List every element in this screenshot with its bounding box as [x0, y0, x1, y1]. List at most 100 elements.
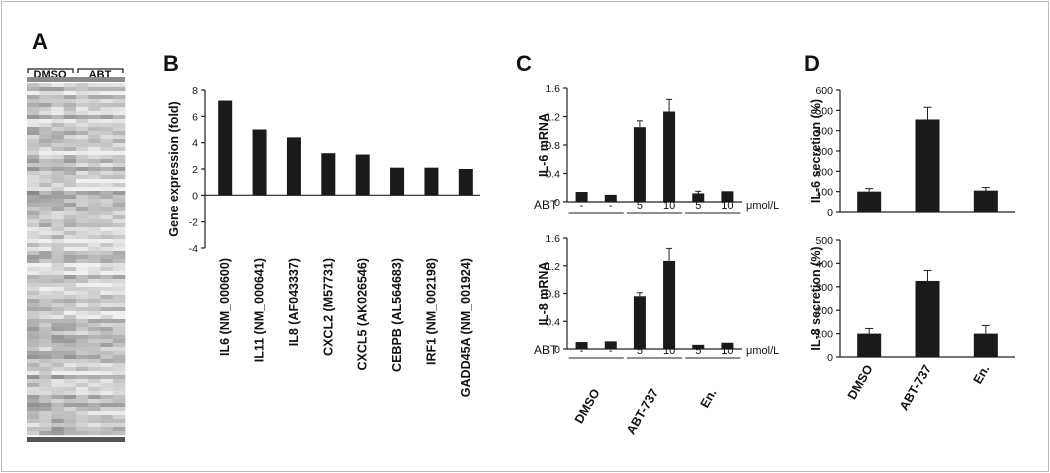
heatmap-cell	[76, 191, 89, 196]
heatmap-cell	[112, 303, 126, 308]
heatmap-cell	[112, 271, 126, 276]
heatmap-cell	[27, 155, 40, 160]
heatmap-cell	[88, 231, 101, 236]
heatmap-cell	[76, 183, 89, 188]
heatmap-cell	[100, 339, 114, 344]
d-y-tick-label: 300	[815, 146, 833, 158]
heatmap-cell	[112, 135, 126, 140]
heatmap-cell	[39, 247, 52, 252]
heatmap-cell	[63, 291, 77, 296]
heatmap-cell	[63, 111, 77, 116]
heatmap-cell	[27, 195, 40, 200]
heatmap-cell	[88, 335, 101, 340]
heatmap-cell	[112, 163, 126, 168]
c-dose-label: -	[609, 200, 613, 212]
c-bar	[604, 194, 617, 202]
heatmap-cell	[76, 319, 89, 324]
c-unit-label: μmol/L	[746, 200, 779, 212]
heatmap-cell	[39, 311, 52, 316]
heatmap-cell	[27, 423, 40, 428]
heatmap-cell	[76, 383, 89, 388]
heatmap-cell	[51, 351, 65, 356]
heatmap-cell	[112, 295, 126, 300]
heatmap-cell	[39, 171, 52, 176]
heatmap-cell	[27, 107, 40, 112]
heatmap-cell	[88, 359, 101, 364]
heatmap-cell	[39, 175, 52, 180]
heatmap-cell	[76, 151, 89, 156]
b-category-label: GADD45A (NM_001924)	[459, 258, 473, 397]
b-category-label: CEBPB (AL564683)	[390, 258, 404, 372]
heatmap-cell	[51, 155, 65, 160]
heatmap-cell	[27, 275, 40, 280]
heatmap-cell	[51, 251, 65, 256]
heatmap-cell	[63, 187, 77, 192]
heatmap-cell	[63, 403, 77, 408]
heatmap-cell	[76, 219, 89, 224]
heatmap-cell	[76, 139, 89, 144]
heatmap-cell	[63, 379, 77, 384]
heatmap-cell	[63, 107, 77, 112]
c-bar	[633, 296, 646, 349]
heatmap-cell	[76, 131, 89, 136]
heatmap-cell	[112, 167, 126, 172]
b-y-tick-label: 0	[192, 190, 198, 202]
heatmap-cell	[88, 195, 101, 200]
heatmap-cell	[100, 187, 114, 192]
heatmap-cell	[27, 419, 40, 424]
heatmap-cell	[51, 87, 65, 92]
heatmap-cell	[100, 427, 114, 432]
heatmap-cell	[39, 87, 52, 92]
heatmap-cell	[112, 291, 126, 296]
heatmap-cell	[100, 375, 114, 380]
heatmap-cell	[112, 351, 126, 356]
b-category-label: IRF1 (NM_002198)	[424, 258, 438, 365]
heatmap-cell	[88, 279, 101, 284]
heatmap-cell	[27, 227, 40, 232]
heatmap-cell	[27, 299, 40, 304]
heatmap-cell	[112, 151, 126, 156]
heatmap-cell	[27, 387, 40, 392]
d-y-tick-label: 0	[827, 352, 833, 364]
heatmap-cell	[76, 103, 89, 108]
c-bar	[575, 342, 588, 349]
heatmap-cell	[88, 175, 101, 180]
heatmap-cell	[76, 279, 89, 284]
d-bar	[857, 333, 882, 357]
heatmap-cell	[27, 171, 40, 176]
heatmap-cell	[39, 431, 52, 436]
heatmap-cell	[27, 139, 40, 144]
d-y-tick-label: 600	[815, 85, 833, 97]
heatmap-cell	[51, 147, 65, 152]
heatmap-cell	[39, 415, 52, 420]
heatmap-cell	[112, 371, 126, 376]
heatmap-cell	[39, 167, 52, 172]
heatmap-cell	[100, 399, 114, 404]
heatmap-cell	[76, 123, 89, 128]
heatmap-cell	[51, 83, 65, 88]
heatmap-cell	[39, 419, 52, 424]
heatmap-cell	[100, 271, 114, 276]
b-y-tick-label: -2	[189, 217, 198, 229]
heatmap-cell	[112, 391, 126, 396]
heatmap-cell	[27, 135, 40, 140]
heatmap-cell	[76, 115, 89, 120]
heatmap-cell	[51, 167, 65, 172]
heatmap-cell	[63, 335, 77, 340]
heatmap-cell	[63, 407, 77, 412]
heatmap-cell	[51, 199, 65, 204]
heatmap-cell	[51, 363, 65, 368]
heatmap-cell	[51, 339, 65, 344]
heatmap-cell	[51, 195, 65, 200]
heatmap-cell	[63, 195, 77, 200]
heatmap-cell	[39, 219, 52, 224]
heatmap-cell	[27, 187, 40, 192]
heatmap-cell	[27, 231, 40, 236]
heatmap-cell	[39, 259, 52, 264]
c-bar	[721, 191, 734, 202]
heatmap-cell	[63, 91, 77, 96]
heatmap-cell	[88, 343, 101, 348]
heatmap-cell	[39, 291, 52, 296]
heatmap-cell	[39, 115, 52, 120]
